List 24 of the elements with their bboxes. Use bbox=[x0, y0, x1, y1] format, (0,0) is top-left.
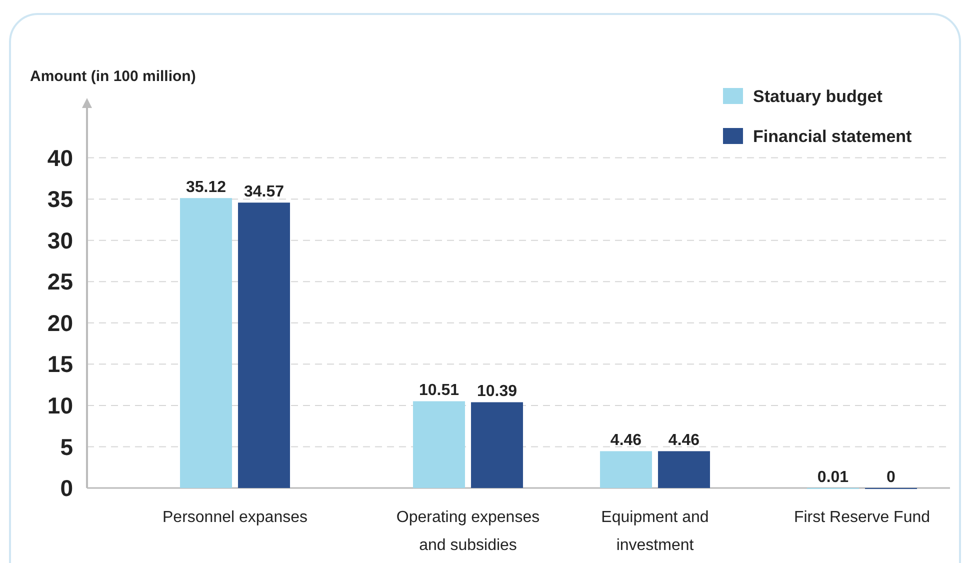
y-tick-label: 20 bbox=[47, 310, 73, 336]
y-tick-label: 0 bbox=[60, 475, 73, 502]
y-tick-label: 15 bbox=[47, 351, 74, 378]
data-label: 0.01 bbox=[817, 468, 849, 486]
x-tick-label: Operating expenses and subsidies bbox=[396, 509, 540, 554]
y-tick-label: 5 bbox=[60, 434, 74, 460]
x-tick-label: Equipment and investment bbox=[601, 509, 709, 554]
legend-label: Financial statement bbox=[753, 126, 912, 146]
y-tick-label: 40 bbox=[47, 144, 73, 171]
data-label: 10.39 bbox=[476, 383, 518, 400]
y-tick-label: 25 bbox=[47, 268, 74, 295]
y-tick-label: 30 bbox=[47, 227, 73, 254]
legend-label: Statuary budget bbox=[753, 86, 883, 106]
data-label: 10.51 bbox=[418, 382, 460, 400]
x-tick-label: Personnel expanses bbox=[162, 509, 308, 526]
data-label: 4.46 bbox=[668, 432, 700, 450]
y-tick-label: 10 bbox=[47, 392, 73, 418]
data-label: 34.57 bbox=[244, 184, 284, 201]
x-tick-label: First Reserve Fund bbox=[794, 509, 930, 526]
y-tick-label: 35 bbox=[47, 186, 74, 212]
data-label: 35.12 bbox=[186, 179, 226, 196]
y-axis-title: Amount (in 100 million) bbox=[30, 68, 196, 85]
data-label: 4.46 bbox=[610, 432, 642, 450]
data-label: 0 bbox=[886, 469, 896, 486]
